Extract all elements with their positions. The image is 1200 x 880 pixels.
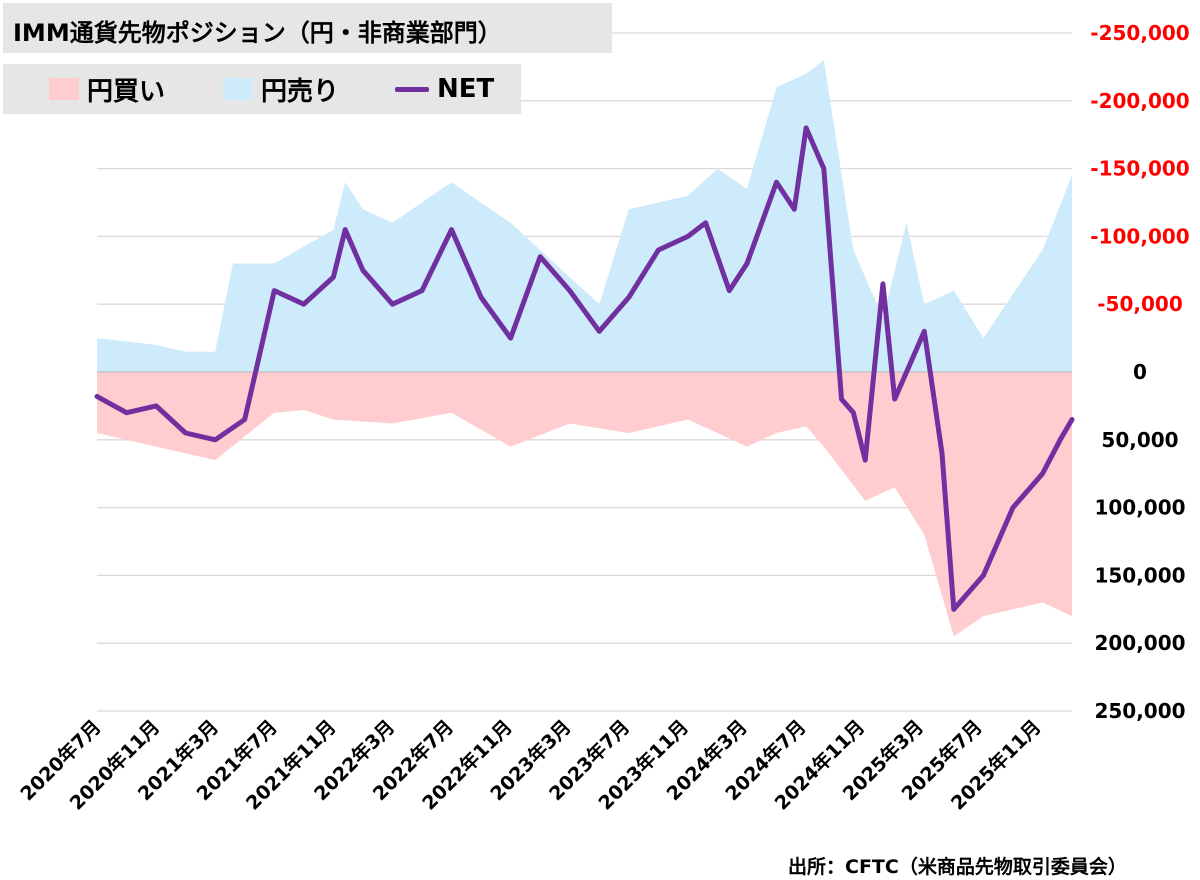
- y-tick-label: 50,000: [1101, 428, 1178, 452]
- area-short: [97, 60, 1072, 372]
- legend-swatch-long: [49, 78, 79, 100]
- y-tick-label: -150,000: [1090, 157, 1189, 181]
- title-box: IMM通貨先物ポジション（円・非商業部門）: [3, 3, 612, 53]
- y-tick-label: 150,000: [1094, 563, 1185, 587]
- legend: 円買い 円売り NET: [3, 64, 521, 114]
- y-tick-label: 250,000: [1094, 699, 1185, 723]
- y-tick-label: -200,000: [1090, 89, 1189, 113]
- net-line: [94, 125, 1075, 612]
- y-tick-label: -50,000: [1097, 292, 1182, 316]
- legend-swatch-net: [395, 86, 429, 92]
- y-tick-label: 0: [1133, 360, 1147, 384]
- chart-title: IMM通貨先物ポジション（円・非商業部門）: [13, 19, 502, 47]
- area-series: [97, 60, 1072, 637]
- area-long: [97, 372, 1072, 637]
- legend-item-net: NET: [395, 64, 494, 114]
- x-axis-tick-labels: 2020年7月2020年11月2021年3月2021年7月2021年11月202…: [16, 715, 1046, 814]
- legend-label-net: NET: [437, 74, 495, 104]
- net-series: [94, 125, 1075, 612]
- legend-label-short: 円売り: [261, 76, 340, 107]
- y-axis-tick-labels: -250,000 -200,000 -150,000 -100,000 -50,000 0…: [1090, 21, 1189, 723]
- legend-item-short: 円売り: [223, 64, 339, 114]
- legend-label-long: 円買い: [87, 76, 166, 107]
- y-tick-label: 200,000: [1094, 631, 1185, 655]
- y-tick-label: -100,000: [1090, 224, 1189, 248]
- y-tick-label: -250,000: [1090, 21, 1189, 45]
- source-note: 出所：CFTC（米商品先物取引委員会）: [788, 856, 1127, 878]
- legend-swatch-short: [223, 78, 253, 100]
- legend-item-long: 円買い: [49, 64, 165, 114]
- y-tick-label: 100,000: [1094, 496, 1185, 520]
